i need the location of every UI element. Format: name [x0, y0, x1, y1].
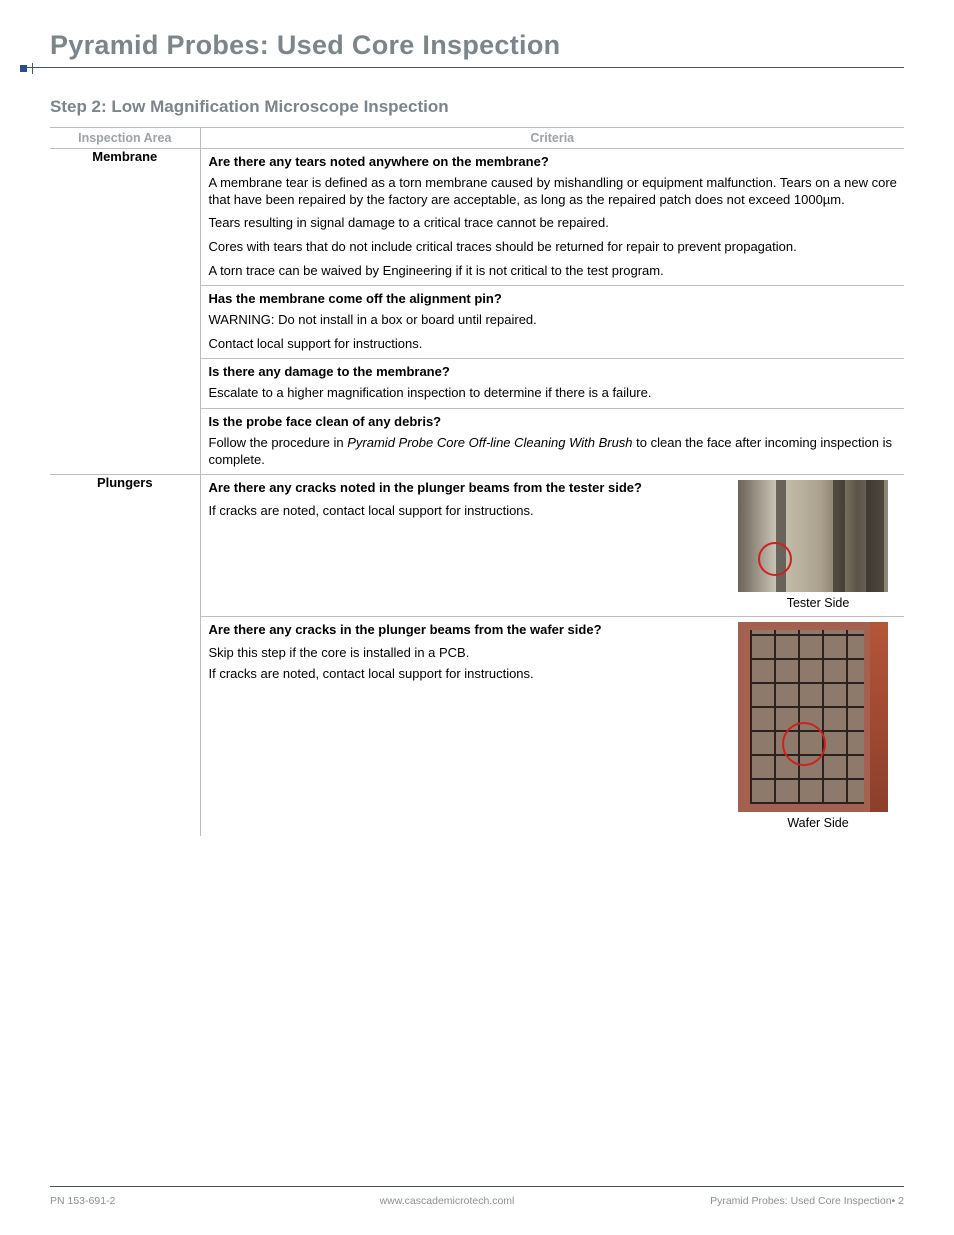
criteria-text: Cores with tears that do not include cri… [201, 237, 905, 261]
criteria-cell: Has the membrane come off the alignment … [200, 285, 904, 358]
criteria-question: Are there any cracks noted in the plunge… [209, 475, 729, 497]
criteria-question: Has the membrane come off the alignment … [201, 285, 905, 310]
criteria-text: Skip this step if the core is installed … [209, 645, 729, 662]
inspection-table: Inspection Area Criteria Membrane Are th… [50, 127, 904, 836]
document-title: Pyramid Probes: Used Core Inspection [50, 30, 904, 67]
criteria-question: Is the probe face clean of any debris? [201, 408, 905, 433]
table-row: Membrane Are there any tears noted anywh… [50, 149, 904, 286]
criteria-cell: Are there any cracks in the plunger beam… [200, 617, 904, 837]
criteria-text: Tears resulting in signal damage to a cr… [201, 213, 905, 237]
highlight-circle-icon [758, 542, 792, 576]
title-marker-icon [20, 63, 33, 74]
table-row: Plungers Are there any cracks noted in t… [50, 475, 904, 617]
header-criteria: Criteria [200, 128, 904, 149]
tester-side-image [738, 480, 888, 592]
footer-part-number: PN 153-691-2 [50, 1195, 250, 1207]
criteria-text: If cracks are noted, contact local suppo… [209, 503, 729, 520]
criteria-cell: Are there any tears noted anywhere on th… [200, 149, 904, 286]
highlight-circle-icon [782, 722, 826, 766]
step-heading: Step 2: Low Magnification Microscope Ins… [50, 97, 904, 117]
area-membrane: Membrane [50, 149, 200, 475]
criteria-question: Are there any cracks in the plunger beam… [209, 617, 729, 639]
criteria-text-frag: Follow the procedure in [209, 435, 348, 450]
footer-page-info: Pyramid Probes: Used Core Inspection• 2 [644, 1195, 904, 1207]
wafer-side-figure: Wafer Side [738, 617, 898, 830]
footer-url: www.cascademicrotech.coml [250, 1195, 644, 1207]
criteria-text: Follow the procedure in Pyramid Probe Co… [201, 433, 905, 474]
page-footer: PN 153-691-2 www.cascademicrotech.coml P… [50, 1186, 904, 1207]
area-plungers: Plungers [50, 475, 200, 837]
criteria-cell: Is the probe face clean of any debris? F… [200, 408, 904, 475]
tester-side-figure: Tester Side [738, 475, 898, 610]
criteria-cell: Are there any cracks noted in the plunge… [200, 475, 904, 617]
wafer-side-image [738, 622, 888, 812]
criteria-question: Are there any tears noted anywhere on th… [201, 149, 905, 173]
criteria-text: A torn trace can be waived by Engineerin… [201, 261, 905, 286]
table-header-row: Inspection Area Criteria [50, 128, 904, 149]
criteria-text: If cracks are noted, contact local suppo… [209, 666, 729, 683]
figure-caption: Tester Side [738, 596, 898, 610]
criteria-text-emphasis: Pyramid Probe Core Off-line Cleaning Wit… [347, 435, 632, 450]
criteria-text: A membrane tear is defined as a torn mem… [201, 173, 905, 213]
criteria-text: Contact local support for instructions. [201, 334, 905, 359]
header-inspection-area: Inspection Area [50, 128, 200, 149]
criteria-cell: Is there any damage to the membrane? Esc… [200, 358, 904, 408]
figure-caption: Wafer Side [738, 816, 898, 830]
criteria-text: WARNING: Do not install in a box or boar… [201, 310, 905, 334]
criteria-question: Is there any damage to the membrane? [201, 358, 905, 383]
title-rule [20, 67, 904, 77]
criteria-text: Escalate to a higher magnification inspe… [201, 383, 905, 408]
